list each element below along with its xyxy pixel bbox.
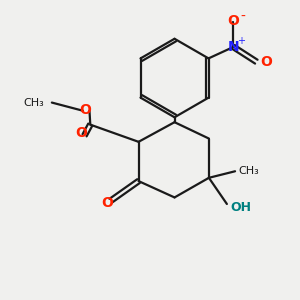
Text: O: O	[80, 103, 92, 117]
Text: OH: OH	[230, 201, 251, 214]
Text: CH₃: CH₃	[23, 98, 44, 108]
Text: +: +	[237, 36, 244, 46]
Text: O: O	[101, 196, 113, 210]
Text: N: N	[228, 40, 239, 54]
Text: -: -	[240, 10, 245, 23]
Text: O: O	[227, 14, 239, 28]
Text: O: O	[75, 126, 87, 140]
Text: CH₃: CH₃	[238, 166, 259, 176]
Text: O: O	[260, 55, 272, 69]
